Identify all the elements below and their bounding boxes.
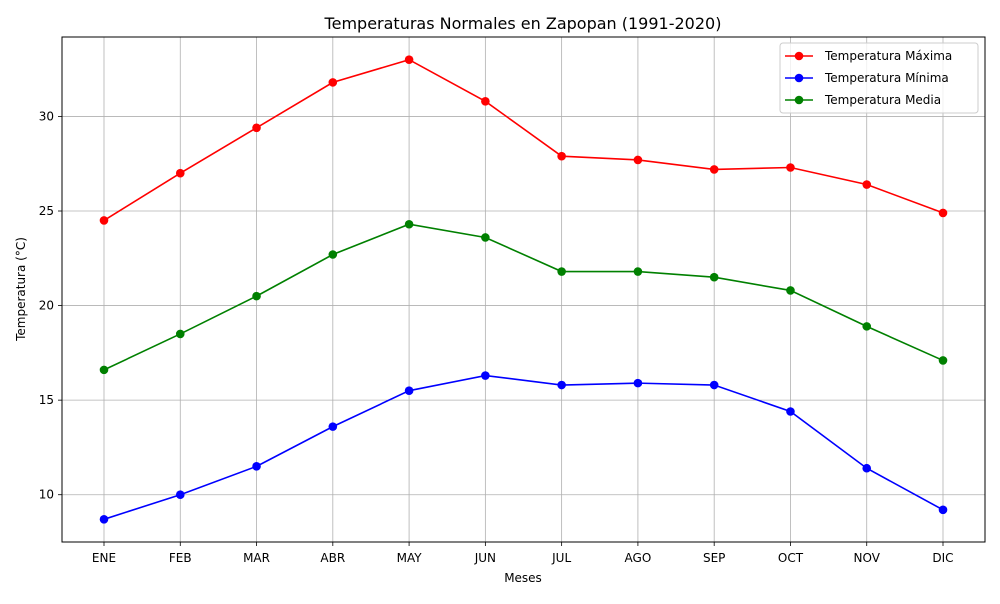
- data-point: [404, 55, 414, 64]
- data-point: [99, 216, 109, 225]
- data-point: [252, 291, 261, 301]
- data-point: [862, 463, 872, 473]
- data-point: [328, 78, 338, 87]
- x-tick-label: OCT: [778, 551, 804, 565]
- x-tick-label: ENE: [92, 551, 116, 565]
- data-point: [709, 380, 719, 390]
- x-axis-label: Meses: [504, 571, 542, 585]
- data-point: [633, 267, 643, 276]
- plot-area-frame: [61, 36, 986, 543]
- y-tick-label: 25: [39, 204, 54, 218]
- data-point: [786, 163, 795, 172]
- data-point: [404, 386, 414, 395]
- x-tick-label: JUN: [474, 551, 496, 565]
- data-point: [557, 380, 566, 390]
- data-point: [786, 407, 795, 416]
- series-line: [103, 374, 944, 521]
- legend-box: [779, 42, 979, 114]
- x-tick-label: SEP: [703, 551, 725, 565]
- data-point: [709, 272, 719, 282]
- data-point: [862, 180, 872, 189]
- grid: [62, 37, 985, 542]
- data-point: [557, 267, 566, 276]
- legend-marker: [794, 95, 804, 105]
- data-point: [252, 462, 261, 471]
- legend-marker: [794, 51, 804, 61]
- series-2: [99, 371, 948, 524]
- legend-label: Temperatura Máxima: [824, 49, 952, 63]
- data-point: [709, 165, 719, 174]
- legend-label: Temperatura Media: [824, 93, 941, 107]
- data-point: [633, 378, 643, 388]
- x-tick-label: FEB: [169, 551, 192, 565]
- x-tick-label: MAR: [243, 551, 270, 565]
- data-point: [252, 123, 261, 133]
- data-point: [786, 286, 795, 295]
- series-line: [103, 223, 944, 371]
- series-1: [99, 55, 948, 225]
- x-tick-label: JUL: [551, 551, 571, 565]
- data-point: [328, 422, 338, 431]
- data-point: [862, 322, 872, 331]
- y-axis-label: Temperatura (°C): [14, 237, 28, 342]
- axis-ticks: ENE FEB MAR ABR MAY JUN JUL AGO SEP OCT NOV DIC 10 15…: [39, 109, 954, 565]
- series-group: [99, 55, 948, 524]
- data-point: [99, 515, 109, 524]
- data-point: [938, 208, 948, 218]
- data-point: [938, 356, 948, 365]
- x-tick-label: DIC: [932, 551, 953, 565]
- chart-title: Temperaturas Normales en Zapopan (1991-2…: [324, 14, 722, 33]
- series-line: [103, 58, 944, 222]
- x-tick-label: MAY: [397, 551, 423, 565]
- data-point: [175, 329, 185, 339]
- legend-items: Temperatura Máxima Temperatura Mínima Temp…: [785, 49, 952, 107]
- x-tick-label: AGO: [625, 551, 652, 565]
- legend-marker: [794, 73, 804, 83]
- x-tick-label: ABR: [320, 551, 345, 565]
- y-tick-label: 10: [39, 488, 54, 502]
- y-tick-label: 20: [39, 299, 54, 313]
- data-point: [175, 168, 185, 178]
- data-point: [557, 151, 566, 161]
- data-point: [481, 97, 490, 106]
- data-point: [938, 505, 948, 515]
- data-point: [175, 490, 185, 500]
- data-point: [481, 371, 490, 380]
- data-point: [404, 219, 414, 229]
- series-3: [99, 219, 948, 375]
- data-point: [633, 155, 643, 165]
- data-point: [481, 233, 490, 242]
- x-tick-label: NOV: [854, 551, 881, 565]
- data-point: [328, 250, 338, 259]
- data-point: [99, 365, 109, 375]
- y-tick-label: 15: [39, 393, 54, 407]
- legend: Temperatura Máxima Temperatura Mínima Temp…: [779, 42, 979, 114]
- legend-label: Temperatura Mínima: [824, 71, 949, 85]
- y-tick-label: 30: [39, 109, 54, 123]
